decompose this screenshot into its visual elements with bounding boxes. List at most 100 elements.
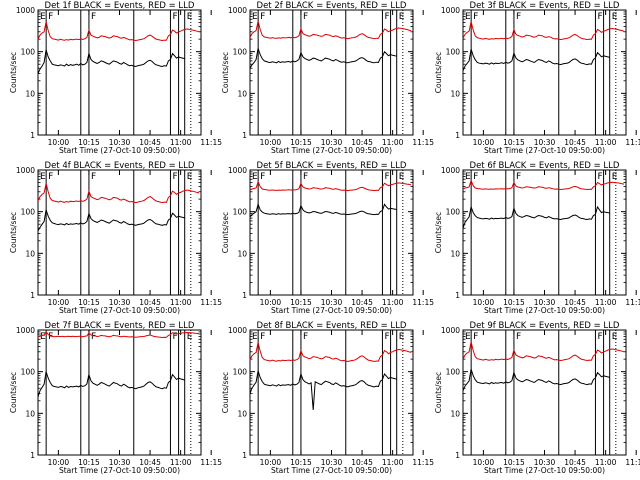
y-tick-label: 1 <box>455 291 460 300</box>
interval-marker: F <box>516 172 521 182</box>
y-tick-label: 1000 <box>228 166 247 175</box>
events-series-line <box>462 368 610 391</box>
y-tick-label: 10 <box>25 249 35 258</box>
y-tick-label: 1 <box>455 131 460 140</box>
x-tick-label: 10:45 <box>351 458 373 467</box>
panel-5: Det 5f BLACK = Events, RED = LLD 1 10 100 10… <box>221 161 434 315</box>
interval-marker: E <box>465 172 471 182</box>
x-tick-label: 10:45 <box>564 298 586 307</box>
panel-title: Det 7f BLACK = Events, RED = LLD <box>45 321 195 331</box>
panel-8: Det 8f BLACK = Events, RED = LLD 1 10 100 10… <box>221 321 434 475</box>
x-tick-label: 11:15 <box>625 458 640 467</box>
x-axis-label: Start Time (27-Oct-10 09:50:00) <box>271 466 392 475</box>
x-axis-label: Start Time (27-Oct-10 09:50:00) <box>484 146 605 155</box>
x-tick-label: 10:45 <box>351 138 373 147</box>
x-tick-label: 10:45 <box>351 298 373 307</box>
events-series-line <box>249 48 397 69</box>
lld-series-line <box>37 331 200 339</box>
panel-title: Det 3f BLACK = Events, RED = LLD <box>470 1 620 11</box>
y-tick-label: 10 <box>237 409 247 418</box>
interval-marker: F <box>48 332 53 342</box>
interval-marker: F <box>172 12 177 22</box>
interval-marker: F <box>260 12 265 22</box>
events-series-line <box>37 371 185 397</box>
x-tick-label: 10:00 <box>473 138 495 147</box>
y-tick-label: 1000 <box>441 6 460 15</box>
interval-marker: E <box>399 172 405 182</box>
interval-marker: E <box>465 332 471 342</box>
x-axis-label: Start Time (27-Oct-10 09:50:00) <box>271 146 392 155</box>
panel-3: Det 3f BLACK = Events, RED = LLD 1 10 100 10… <box>434 1 640 155</box>
y-tick-label: 1 <box>30 131 35 140</box>
interval-marker: F <box>303 12 308 22</box>
interval-marker: E <box>40 172 46 182</box>
x-axis-label: Start Time (27-Oct-10 09:50:00) <box>484 306 605 315</box>
y-axis-label: Counts/sec <box>434 372 443 413</box>
y-tick-label: 1 <box>242 291 247 300</box>
x-tick-label: 10:30 <box>534 138 556 147</box>
x-tick-label: 10:15 <box>290 298 312 307</box>
x-tick-label: 10:00 <box>473 298 495 307</box>
x-tick-label: 10:15 <box>503 458 525 467</box>
y-tick-label: 100 <box>446 48 461 57</box>
lld-series-line <box>462 21 625 41</box>
y-tick-label: 10 <box>237 89 247 98</box>
panel-title: Det 2f BLACK = Events, RED = LLD <box>257 1 407 11</box>
x-tick-label: 11:00 <box>382 458 404 467</box>
x-tick-label: 10:45 <box>139 458 161 467</box>
x-tick-label: 10:30 <box>534 298 556 307</box>
lld-series-line <box>249 21 412 40</box>
interval-marker: E <box>187 172 193 182</box>
x-axis-label: Start Time (27-Oct-10 09:50:00) <box>484 466 605 475</box>
x-tick-label: 11:00 <box>382 138 404 147</box>
interval-marker: F <box>91 172 96 182</box>
x-tick-label: 11:15 <box>412 458 434 467</box>
x-tick-label: 10:00 <box>48 458 70 467</box>
x-tick-label: 10:30 <box>321 298 343 307</box>
interval-marker: F <box>597 172 602 182</box>
panel-6: Det 6f BLACK = Events, RED = LLD 1 10 100 10… <box>434 161 640 315</box>
interval-marker: F <box>172 332 177 342</box>
y-axis-label: Counts/sec <box>221 212 230 253</box>
interval-marker: F <box>48 172 53 182</box>
x-tick-label: 10:30 <box>534 458 556 467</box>
x-tick-label: 10:00 <box>260 298 282 307</box>
y-axis-label: Counts/sec <box>9 212 18 253</box>
panel-title: Det 6f BLACK = Events, RED = LLD <box>470 161 620 171</box>
interval-marker: F <box>303 172 308 182</box>
y-axis-label: Counts/sec <box>221 372 230 413</box>
lld-series-line <box>37 183 200 204</box>
x-tick-label: 10:15 <box>78 298 100 307</box>
interval-marker: E <box>252 172 258 182</box>
y-tick-label: 1 <box>455 451 460 460</box>
x-tick-label: 11:00 <box>595 138 617 147</box>
x-tick-label: 11:15 <box>625 298 640 307</box>
x-axis-label: Start Time (27-Oct-10 09:50:00) <box>271 306 392 315</box>
panel-title: Det 8f BLACK = Events, RED = LLD <box>257 321 407 331</box>
interval-marker: F <box>260 172 265 182</box>
y-tick-label: 1000 <box>441 166 460 175</box>
x-tick-label: 11:00 <box>170 458 192 467</box>
interval-marker: E <box>399 332 405 342</box>
interval-marker: F <box>516 12 521 22</box>
y-tick-label: 10 <box>25 89 35 98</box>
panel-title: Det 4f BLACK = Events, RED = LLD <box>45 161 195 171</box>
y-tick-label: 10 <box>450 249 460 258</box>
x-tick-label: 10:30 <box>321 458 343 467</box>
interval-marker: F <box>384 172 389 182</box>
y-tick-label: 10 <box>450 409 460 418</box>
interval-marker: F <box>172 172 177 182</box>
x-axis-label: Start Time (27-Oct-10 09:50:00) <box>59 466 180 475</box>
y-axis-label: Counts/sec <box>9 372 18 413</box>
interval-marker: F <box>516 332 521 342</box>
interval-marker: F <box>260 332 265 342</box>
y-tick-label: 1000 <box>16 326 35 335</box>
y-tick-label: 1000 <box>441 326 460 335</box>
y-axis-label: Counts/sec <box>434 52 443 93</box>
panel-1: Det 1f BLACK = Events, RED = LLD 1 10 100 10… <box>9 1 222 155</box>
y-tick-label: 100 <box>446 368 461 377</box>
interval-marker: F <box>473 12 478 22</box>
x-tick-label: 10:15 <box>503 138 525 147</box>
interval-marker: F <box>91 12 96 22</box>
